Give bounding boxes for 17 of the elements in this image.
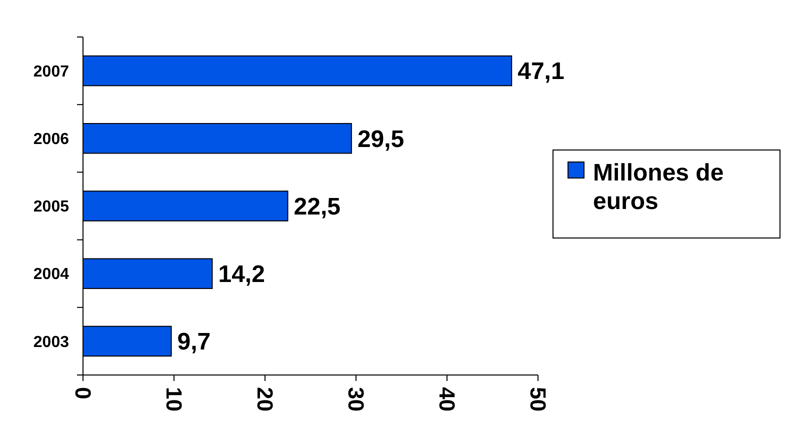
x-tick-label: 30 bbox=[343, 387, 368, 412]
y-tick-label: 2005 bbox=[33, 198, 70, 216]
y-tick-label: 2004 bbox=[33, 266, 70, 284]
data-label: 14,2 bbox=[218, 261, 265, 288]
x-tick-label: 40 bbox=[434, 387, 460, 412]
x-tick-label: 20 bbox=[252, 387, 278, 412]
x-tick-label: 0 bbox=[70, 387, 96, 400]
y-tick-label: 2003 bbox=[33, 334, 70, 351]
x-tick-label: 10 bbox=[161, 387, 186, 412]
data-label: 47,1 bbox=[518, 58, 564, 86]
x-tick-label: 50 bbox=[525, 387, 550, 412]
data-label: 22,5 bbox=[294, 193, 340, 220]
y-tick-label: 2006 bbox=[33, 131, 70, 148]
data-label: 29,5 bbox=[357, 126, 404, 153]
data-label: 9,7 bbox=[177, 328, 211, 356]
y-tick-label: 2007 bbox=[33, 63, 70, 80]
legend-label: Millones de euros bbox=[593, 159, 724, 216]
